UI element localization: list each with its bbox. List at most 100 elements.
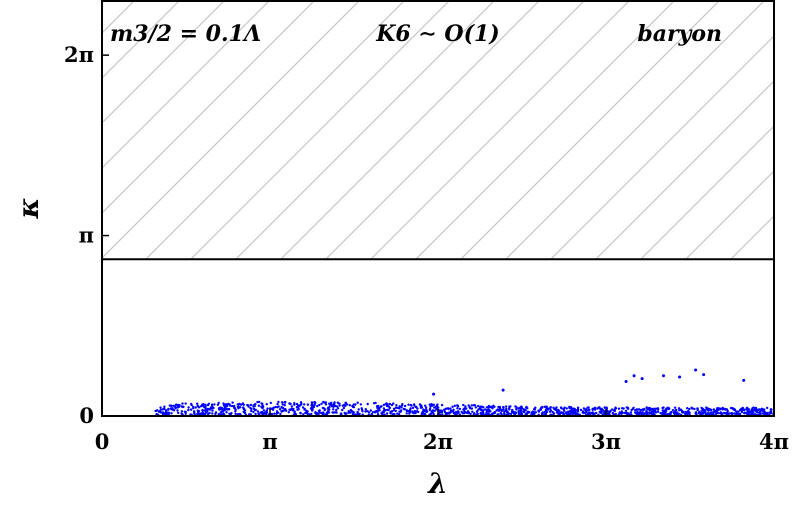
- scatter-point: [625, 413, 628, 416]
- scatter-point: [239, 406, 242, 409]
- scatter-point: [560, 407, 563, 410]
- scatter-point: [217, 401, 220, 405]
- scatter-point: [222, 412, 225, 416]
- scatter-point: [460, 410, 463, 414]
- scatter-point: [532, 412, 535, 415]
- scatter-point: [356, 410, 359, 414]
- scatter-point: [474, 406, 478, 409]
- scatter-point: [371, 411, 375, 414]
- scatter-point: [250, 409, 253, 413]
- scatter-point: [297, 408, 300, 411]
- scatter-point: [603, 406, 606, 409]
- scatter-point: [323, 408, 326, 412]
- scatter-point: [467, 404, 470, 407]
- scatter-point: [347, 411, 350, 414]
- scatter-point: [298, 404, 301, 407]
- scatter-point: [327, 411, 331, 414]
- scatter-point: [770, 411, 773, 415]
- scatter-point: [428, 403, 431, 406]
- x-tick-label: 4π: [759, 429, 789, 454]
- scatter-point: [635, 408, 639, 411]
- scatter-point: [577, 413, 580, 416]
- scatter-point: [361, 410, 364, 413]
- scatter-point: [599, 411, 602, 414]
- scatter-point: [596, 407, 599, 410]
- scatter-point: [540, 406, 543, 409]
- scatter-point: [663, 412, 666, 415]
- scatter-point: [271, 407, 274, 410]
- scatter-point: [392, 407, 396, 410]
- scatter-point: [336, 407, 340, 410]
- scatter-point: [545, 407, 548, 410]
- scatter-point: [213, 403, 216, 406]
- scatter-point: [517, 407, 520, 410]
- scatter-point: [537, 410, 541, 413]
- scatter-point: [568, 412, 572, 416]
- scatter-point: [283, 401, 287, 404]
- annotations: m3/2 = 0.1Λ K6 ∼ O(1) baryon: [110, 21, 722, 47]
- scatter-point: [503, 412, 506, 415]
- scatter-point: [733, 412, 736, 415]
- scatter-point: [310, 406, 313, 410]
- scatter-point: [181, 402, 184, 405]
- scatter-point: [266, 407, 269, 410]
- scatter-point: [477, 404, 480, 408]
- scatter-point: [325, 412, 329, 416]
- scatter-point: [165, 413, 168, 416]
- scatter-point: [189, 408, 193, 411]
- annotation-gravitino-mass: m3/2 = 0.1Λ: [110, 21, 261, 47]
- scatter-point: [765, 413, 768, 416]
- scatter-point: [228, 403, 231, 406]
- scatter-point-outlier: [662, 374, 666, 378]
- scatter-point: [260, 402, 263, 405]
- scatter-point: [624, 409, 628, 412]
- scatter-point: [704, 409, 707, 412]
- scatter-point-outlier: [640, 377, 644, 381]
- scatter-point: [201, 404, 205, 408]
- scatter-point: [332, 408, 335, 411]
- scatter-point: [523, 408, 527, 412]
- scatter-point: [719, 411, 722, 415]
- scatter-point: [654, 407, 658, 410]
- scatter-point: [187, 408, 190, 412]
- scatter-point: [243, 411, 247, 415]
- scatter-point: [750, 410, 753, 413]
- scatter-point: [386, 408, 389, 412]
- scatter-point: [648, 406, 651, 410]
- scatter-point: [670, 410, 673, 414]
- scatter-point: [187, 406, 190, 409]
- scatter-point: [593, 408, 597, 411]
- scatter-point: [569, 406, 573, 409]
- scatter-point: [471, 410, 474, 413]
- scatter-point: [640, 411, 643, 415]
- scatter-point: [300, 402, 303, 406]
- scatter-point: [207, 412, 210, 416]
- scatter-point: [335, 411, 338, 414]
- scatter-point: [524, 406, 528, 409]
- scatter-point: [576, 410, 580, 413]
- scatter-point: [398, 413, 401, 416]
- scatter-point: [584, 410, 588, 414]
- scatter-point: [673, 406, 677, 409]
- scatter-point: [593, 406, 597, 409]
- scatter-point: [449, 407, 452, 410]
- scatter-point: [366, 402, 369, 406]
- scatter-point: [388, 402, 392, 406]
- scatter-point: [415, 405, 418, 409]
- scatter-point: [294, 413, 298, 416]
- scatter-point: [696, 407, 699, 410]
- scatter-point: [241, 402, 244, 405]
- scatter-point: [359, 403, 362, 406]
- scatter-point: [328, 402, 331, 405]
- scatter-point: [726, 412, 729, 415]
- scatter-point: [576, 406, 580, 409]
- scatter-point: [324, 403, 328, 406]
- scatter-point: [584, 408, 588, 411]
- scatter-point: [249, 403, 253, 407]
- scatter-point-outlier: [624, 380, 628, 384]
- scatter-point: [177, 411, 180, 415]
- scatter-point: [352, 405, 355, 409]
- scatter-point: [356, 401, 359, 404]
- y-axis-title: κ: [12, 198, 45, 220]
- scatter-point: [262, 411, 266, 414]
